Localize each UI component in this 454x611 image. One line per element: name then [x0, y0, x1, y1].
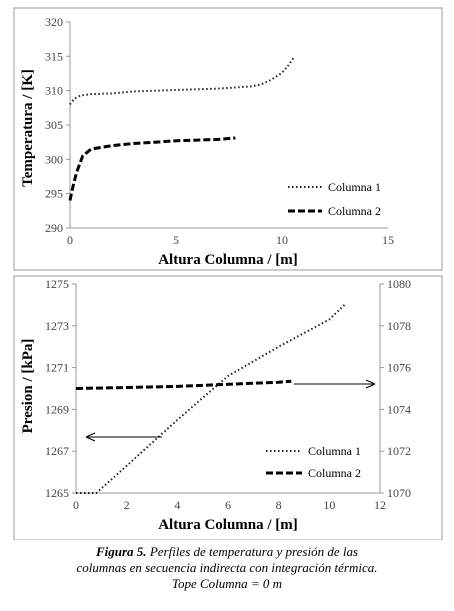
top-y-tick-label: 290 — [45, 221, 63, 235]
bottom-y2-tick-label: 1078 — [387, 319, 411, 333]
bottom-x-tick-label: 6 — [225, 498, 231, 512]
top-x-tick-label: 0 — [67, 233, 73, 247]
bottom-y-tick-label: 1269 — [45, 402, 69, 416]
top-y-tick-label: 305 — [45, 118, 63, 132]
bottom-series-columna-2 — [75, 379, 292, 390]
bottom-x-tick-label: 8 — [276, 498, 282, 512]
top-legend-label-columna-1: Columna 1 — [328, 180, 381, 194]
bottom-y-axis-label: Presion / [kPa] — [20, 339, 36, 434]
arrow-to-right-axis — [294, 379, 376, 389]
bottom-legend-label-columna-1: Columna 1 — [308, 444, 361, 458]
bottom-y2-tick-label: 1080 — [387, 277, 411, 291]
bottom-legend-label-columna-2: Columna 2 — [308, 466, 361, 480]
top-x-tick-label: 5 — [173, 233, 179, 247]
caption-figure-label: Figura 5. — [95, 544, 147, 559]
bottom-y-tick-label: 1275 — [45, 277, 69, 291]
top-series-columna-2 — [68, 136, 236, 201]
bottom-x-tick-label: 4 — [174, 498, 180, 512]
bottom-y-tick-label: 1265 — [45, 486, 69, 500]
bottom-x-tick-label: 10 — [323, 498, 335, 512]
bottom-x-axis-label: Altura Columna / [m] — [158, 517, 298, 533]
top-series-columna-1 — [69, 55, 296, 106]
bottom-y-tick-label: 1273 — [45, 319, 69, 333]
bottom-y2-tick-label: 1072 — [387, 444, 411, 458]
bottom-y2-tick-label: 1074 — [387, 402, 411, 416]
top-legend: Columna 1 Columna 2 — [288, 180, 381, 218]
bottom-x-tick-label: 12 — [374, 498, 386, 512]
top-y-tick-label: 320 — [45, 15, 63, 29]
figure-canvas: 0 5 10 15 290 295 300 305 310 315 320 Altura Colum… — [13, 7, 443, 540]
figure-caption: Figura 5. Perfiles de temperatura y pres… — [0, 544, 454, 592]
bottom-y-tick-label: 1271 — [45, 361, 69, 375]
bottom-chart-frame — [13, 275, 443, 540]
bottom-x-tick-label: 0 — [73, 498, 79, 512]
top-y-tick-label: 315 — [45, 49, 63, 63]
top-x-tick-label: 15 — [382, 233, 394, 247]
caption-line-1: Perfiles de temperatura y presión de las — [146, 544, 359, 559]
top-x-axis-label: Altura Columna / [m] — [158, 252, 298, 268]
caption-line-2: columnas en secuencia indirecta con inte… — [76, 560, 378, 575]
caption-line-3: Tope Columna = 0 m — [171, 576, 283, 591]
top-legend-label-columna-2: Columna 2 — [328, 204, 381, 218]
bottom-x-tick-label: 2 — [124, 498, 130, 512]
bottom-y2-tick-label: 1070 — [387, 486, 411, 500]
pressure-chart: 0 2 4 6 8 10 12 1265 1267 1269 1271 1273 1275 1070 107… — [20, 277, 411, 533]
top-y-tick-label: 295 — [45, 187, 63, 201]
bottom-legend: Columna 1 Columna 2 — [266, 444, 361, 480]
temperature-chart: 0 5 10 15 290 295 300 305 310 315 320 Altura Colum… — [20, 15, 394, 268]
arrow-to-left-axis — [85, 432, 162, 442]
top-y-tick-label: 310 — [45, 84, 63, 98]
top-y-tick-label: 300 — [45, 152, 63, 166]
top-x-tick-label: 10 — [276, 233, 288, 247]
top-y-axis-label: Temperatura / [K] — [20, 69, 36, 187]
bottom-y2-tick-label: 1076 — [387, 361, 411, 375]
bottom-y-tick-label: 1267 — [45, 444, 69, 458]
